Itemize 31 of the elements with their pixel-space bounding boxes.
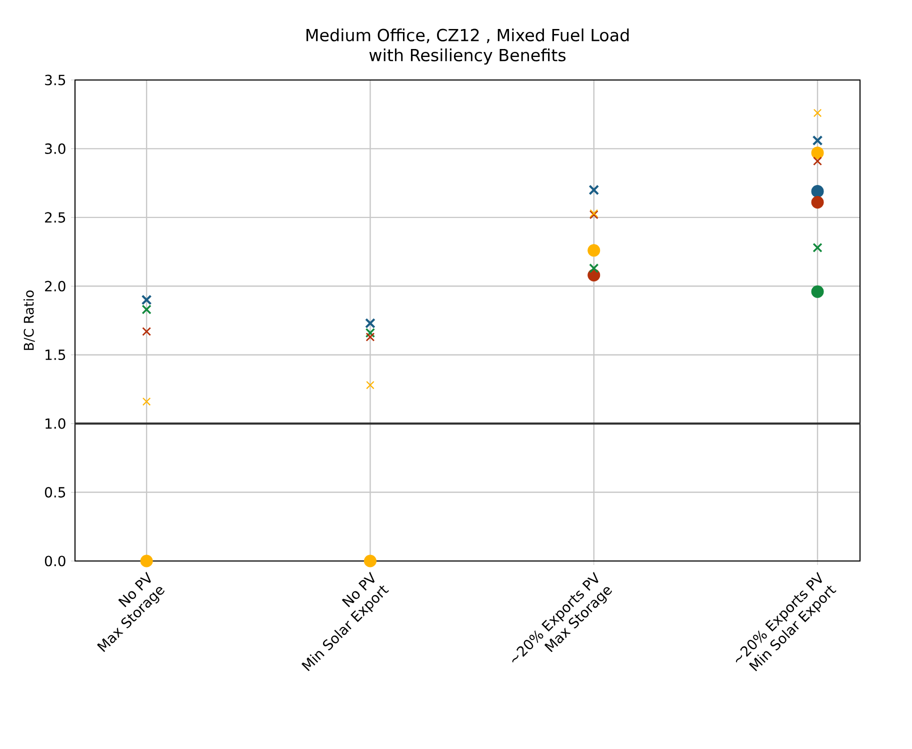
point xyxy=(812,242,822,253)
point xyxy=(588,244,600,257)
point xyxy=(813,108,822,118)
point xyxy=(142,304,152,314)
point xyxy=(811,285,824,298)
point xyxy=(365,328,376,338)
point xyxy=(365,318,376,328)
point xyxy=(142,326,152,336)
point xyxy=(812,135,823,146)
y-tick-label: 0.5 xyxy=(44,486,66,498)
point xyxy=(366,380,374,390)
point xyxy=(811,196,824,209)
y-axis-title: B/C Ratio xyxy=(23,290,35,350)
y-tick-label: 3.0 xyxy=(45,143,66,154)
y-tick-label: 1.5 xyxy=(46,350,66,360)
point xyxy=(588,184,600,196)
y-tick-label: 2.0 xyxy=(45,280,66,292)
chart-title: Medium Office, CZ12 , Mixed Fuel Load with Resiliency Benefits xyxy=(306,28,629,65)
point xyxy=(366,332,375,342)
point xyxy=(811,185,824,198)
point xyxy=(811,146,824,160)
point xyxy=(364,554,376,568)
point xyxy=(589,263,599,274)
y-tick-label: 2.5 xyxy=(45,212,66,223)
point xyxy=(813,156,822,166)
y-tick-label: 0.0 xyxy=(44,556,66,566)
point xyxy=(142,397,151,406)
point xyxy=(141,294,152,306)
point xyxy=(140,554,153,568)
y-tick-label: 3.5 xyxy=(45,74,66,86)
y-tick-label: 1.0 xyxy=(46,418,66,429)
